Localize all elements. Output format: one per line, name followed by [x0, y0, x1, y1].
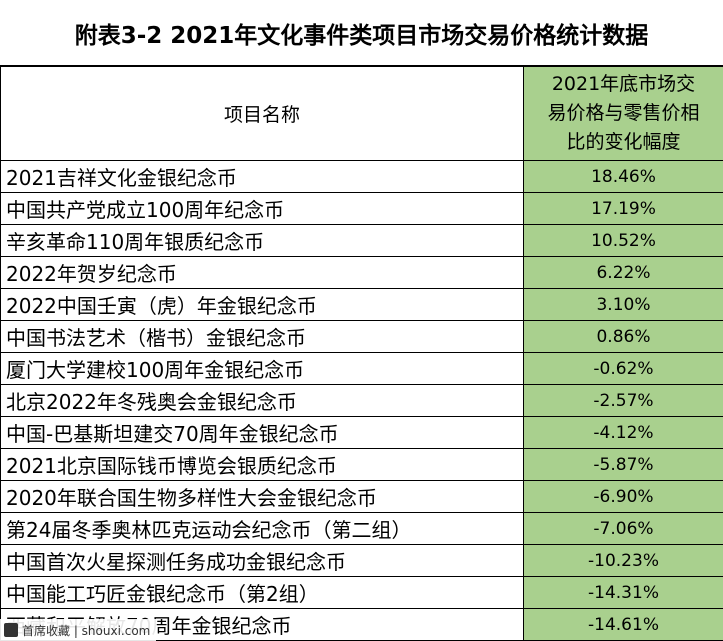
item-name: 北京2022年冬残奥会金银纪念币 — [0, 384, 524, 417]
table-row: 第24届冬季奥林匹克运动会纪念币（第二组） -7.06% — [0, 512, 723, 545]
table-title: 附表3-2 2021年文化事件类项目市场交易价格统计数据 — [0, 0, 723, 66]
watermark-text: 首席收藏 | shouxi.com — [22, 623, 151, 638]
table-row: 2021吉祥文化金银纪念币 18.46% — [0, 160, 723, 193]
header-change: 2021年底市场交易价格与零售价相比的变化幅度 — [523, 66, 723, 161]
price-change: -0.62% — [523, 352, 723, 385]
table-row: 中国书法艺术（楷书）金银纪念币 0.86% — [0, 320, 723, 353]
price-change: -4.12% — [523, 416, 723, 449]
table-row: 2021北京国际钱币博览会银质纪念币 -5.87% — [0, 448, 723, 481]
item-name: 中国共产党成立100周年纪念币 — [0, 192, 524, 225]
table-row: 中国能工巧匠金银纪念币（第2组） -14.31% — [0, 576, 723, 609]
price-change: 17.19% — [523, 192, 723, 225]
table-row: 厦门大学建校100周年金银纪念币 -0.62% — [0, 352, 723, 385]
item-name: 中国首次火星探测任务成功金银纪念币 — [0, 544, 524, 577]
item-name: 2022年贺岁纪念币 — [0, 256, 524, 289]
header-change-text: 2021年底市场交易价格与零售价相比的变化幅度 — [547, 73, 700, 153]
price-change: 18.46% — [523, 160, 723, 193]
item-name: 2022中国壬寅（虎）年金银纪念币 — [0, 288, 524, 321]
table-row: 中国-巴基斯坦建交70周年金银纪念币 -4.12% — [0, 416, 723, 449]
item-name: 辛亥革命110周年银质纪念币 — [0, 224, 524, 257]
table-row: 中国首次火星探测任务成功金银纪念币 -10.23% — [0, 544, 723, 577]
item-name: 中国能工巧匠金银纪念币（第2组） — [0, 576, 524, 609]
item-name: 厦门大学建校100周年金银纪念币 — [0, 352, 524, 385]
price-change: -10.23% — [523, 544, 723, 577]
item-name: 中国-巴基斯坦建交70周年金银纪念币 — [0, 416, 524, 449]
price-change: 3.10% — [523, 288, 723, 321]
item-name: 2020年联合国生物多样性大会金银纪念币 — [0, 480, 524, 513]
item-name: 2021北京国际钱币博览会银质纪念币 — [0, 448, 524, 481]
price-change: 0.86% — [523, 320, 723, 353]
header-row: 项目名称 2021年底市场交易价格与零售价相比的变化幅度 — [0, 66, 723, 161]
price-change: -14.31% — [523, 576, 723, 609]
price-change: -7.06% — [523, 512, 723, 545]
table-row: 2022中国壬寅（虎）年金银纪念币 3.10% — [0, 288, 723, 321]
watermark: 首席收藏 | shouxi.com — [0, 619, 157, 641]
price-change: -6.90% — [523, 480, 723, 513]
item-name: 2021吉祥文化金银纪念币 — [0, 160, 524, 193]
logo-icon — [4, 623, 18, 637]
table-row: 辛亥革命110周年银质纪念币 10.52% — [0, 224, 723, 257]
table-row: 2022年贺岁纪念币 6.22% — [0, 256, 723, 289]
price-table: 项目名称 2021年底市场交易价格与零售价相比的变化幅度 2021吉祥文化金银纪… — [0, 66, 723, 641]
price-change: 10.52% — [523, 224, 723, 257]
price-change: -14.61% — [523, 608, 723, 641]
table-row: 中国共产党成立100周年纪念币 17.19% — [0, 192, 723, 225]
price-change: -2.57% — [523, 384, 723, 417]
price-change: -5.87% — [523, 448, 723, 481]
header-name: 项目名称 — [0, 66, 524, 161]
table-row: 北京2022年冬残奥会金银纪念币 -2.57% — [0, 384, 723, 417]
item-name: 第24届冬季奥林匹克运动会纪念币（第二组） — [0, 512, 524, 545]
price-change: 6.22% — [523, 256, 723, 289]
item-name: 中国书法艺术（楷书）金银纪念币 — [0, 320, 524, 353]
table-row: 2020年联合国生物多样性大会金银纪念币 -6.90% — [0, 480, 723, 513]
